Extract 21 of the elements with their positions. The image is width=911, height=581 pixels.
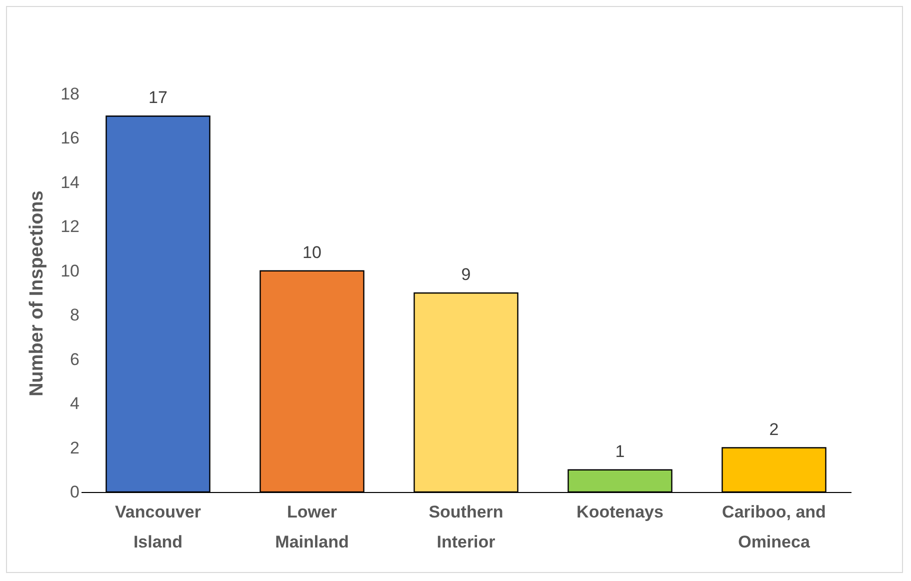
y-tick-label: 14 (60, 172, 80, 192)
y-tick-label: 18 (60, 84, 80, 104)
x-tick-label: Cariboo, and Omineca (722, 502, 826, 552)
y-tick-label: 8 (70, 306, 80, 325)
x-tick-label: Vancouver Island (115, 502, 202, 552)
data-label: 1 (615, 442, 625, 461)
y-tick-label: 6 (70, 350, 80, 369)
y-tick-label: 2 (70, 438, 80, 458)
data-label: 10 (302, 242, 322, 262)
x-tick-label: Lower Mainland (275, 502, 349, 552)
y-axis-title: Number of Inspections (26, 190, 48, 396)
y-tick-label: 10 (60, 261, 80, 280)
y-tick-label: 4 (70, 394, 80, 414)
x-tick-label: Southern Interior (428, 502, 504, 552)
y-tick-label: 16 (60, 128, 80, 148)
x-tick-label: Kootenays (576, 502, 664, 522)
data-label: 17 (148, 88, 168, 108)
data-label: 9 (461, 265, 471, 284)
y-tick-label: 0 (70, 482, 80, 502)
data-label: 2 (769, 420, 779, 439)
y-tick-label: 12 (60, 217, 80, 236)
